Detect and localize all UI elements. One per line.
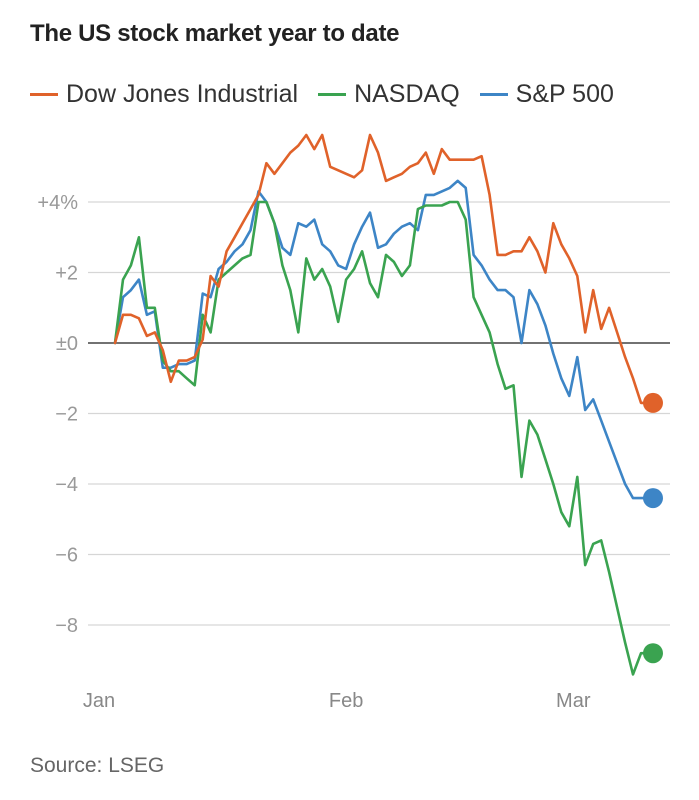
legend-swatch-sp500 (479, 93, 508, 96)
end-marker-nasdaq (642, 643, 663, 664)
x-tick-label: Jan (83, 690, 115, 712)
legend-swatch-nasdaq (318, 93, 347, 96)
y-tick-label: ±0 (56, 333, 78, 355)
end-marker-s-p-500 (642, 488, 663, 509)
y-tick-label: +2 (55, 263, 78, 285)
chart-legend: Dow Jones Industrial NASDAQ S&P 500 (30, 80, 634, 109)
series-line-dow-jones-industrial (113, 133, 651, 405)
legend-item-nasdaq: NASDAQ (318, 80, 460, 109)
x-tick-label: Mar (556, 690, 591, 712)
y-tick-label: +4% (37, 192, 78, 214)
end-marker-dow-jones-industrial (642, 392, 663, 413)
chart-title: The US stock market year to date (30, 20, 400, 47)
y-tick-label: −2 (55, 404, 78, 426)
y-tick-label: −6 (55, 545, 78, 567)
x-tick-label: Feb (329, 690, 363, 712)
series-line-s-p-500 (113, 179, 651, 500)
legend-label-dow: Dow Jones Industrial (66, 80, 299, 108)
y-tick-label: −8 (55, 615, 78, 637)
legend-label-sp500: S&P 500 (515, 80, 614, 108)
legend-swatch-dow (30, 93, 58, 96)
series-line-nasdaq (113, 200, 651, 676)
y-tick-label: −4 (55, 474, 78, 496)
legend-label-nasdaq: NASDAQ (354, 80, 460, 108)
legend-item-dow: Dow Jones Industrial (30, 80, 298, 109)
legend-item-sp500: S&P 500 (479, 80, 614, 109)
source-note: Source: LSEG (30, 754, 165, 777)
